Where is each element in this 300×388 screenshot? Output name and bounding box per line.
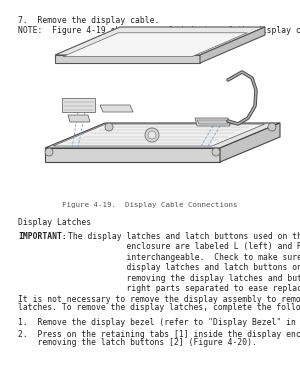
Polygon shape <box>200 27 265 63</box>
Circle shape <box>45 148 53 156</box>
Polygon shape <box>63 33 247 57</box>
Polygon shape <box>68 115 90 122</box>
Circle shape <box>268 123 276 131</box>
Polygon shape <box>220 123 280 162</box>
Polygon shape <box>100 105 133 112</box>
Text: IMPORTANT:: IMPORTANT: <box>18 232 67 241</box>
Text: Display Latches: Display Latches <box>18 218 91 227</box>
Text: The display latches and latch buttons used on the display
            enclosure : The display latches and latch buttons us… <box>68 232 300 293</box>
Text: Figure 4-19.  Display Cable Connections: Figure 4-19. Display Cable Connections <box>62 202 238 208</box>
Polygon shape <box>45 123 280 148</box>
Circle shape <box>148 131 156 139</box>
Polygon shape <box>195 118 230 126</box>
Polygon shape <box>55 27 265 55</box>
Text: removing the latch buttons [2] (Figure 4-20).: removing the latch buttons [2] (Figure 4… <box>18 338 257 347</box>
Circle shape <box>212 148 220 156</box>
Text: latches. To remove the display latches, complete the following steps:: latches. To remove the display latches, … <box>18 303 300 312</box>
Circle shape <box>105 123 113 131</box>
Polygon shape <box>197 120 228 124</box>
Text: 1.  Remove the display bezel (refer to "Display Bezel" in this section).: 1. Remove the display bezel (refer to "D… <box>18 318 300 327</box>
Text: NOTE:  Figure 4-19 shows an exploded view of the display cable connections.: NOTE: Figure 4-19 shows an exploded view… <box>18 26 300 35</box>
Polygon shape <box>55 55 200 63</box>
Text: 7.  Remove the display cable.: 7. Remove the display cable. <box>18 16 159 25</box>
Circle shape <box>145 128 159 142</box>
Text: It is not necessary to remove the display assembly to remove the display: It is not necessary to remove the displa… <box>18 295 300 304</box>
Polygon shape <box>62 98 95 112</box>
Text: 2.  Press on the retaining tabs [1] inside the display enclosure while: 2. Press on the retaining tabs [1] insid… <box>18 330 300 339</box>
Polygon shape <box>53 124 265 146</box>
Polygon shape <box>45 148 220 162</box>
